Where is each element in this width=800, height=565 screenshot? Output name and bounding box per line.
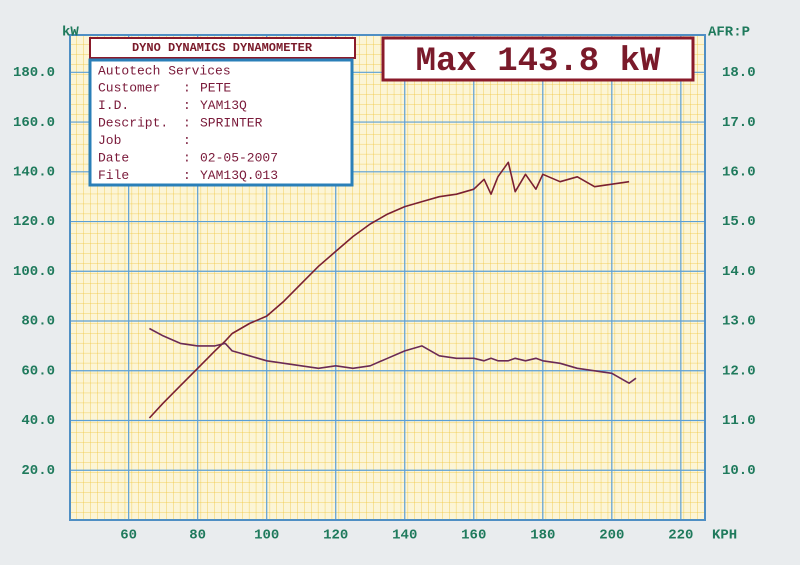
field-sep: : bbox=[183, 168, 191, 183]
x-tick-label: 120 bbox=[323, 528, 348, 544]
series-line bbox=[148, 161, 630, 419]
field-sep: : bbox=[183, 133, 191, 148]
x-tick-label: 60 bbox=[120, 528, 137, 544]
y2-tick-label: 17.0 bbox=[722, 115, 756, 131]
y-tick-label: 140.0 bbox=[13, 164, 55, 180]
heading: DYNO DYNAMICS DYNAMOMETER bbox=[132, 41, 313, 55]
y2-tick-label: 15.0 bbox=[722, 214, 756, 230]
x-tick-label: 200 bbox=[599, 528, 624, 544]
x-tick-label: 100 bbox=[254, 528, 279, 544]
field-label: Job bbox=[98, 133, 121, 148]
x-tick-label: 180 bbox=[530, 528, 555, 544]
y2-tick-label: 10.0 bbox=[722, 463, 756, 479]
field-value: 02-05-2007 bbox=[200, 150, 278, 165]
y2-tick-label: 14.0 bbox=[722, 264, 756, 280]
info-fields: Customer: PETE I.D.: YAM13Q Descript.: SPRINT… bbox=[98, 80, 278, 183]
x-axis-label: KPH bbox=[712, 528, 737, 544]
y-tick-label: 80.0 bbox=[21, 314, 55, 330]
field-label: Customer bbox=[98, 80, 160, 95]
info-box bbox=[88, 58, 354, 187]
y-tick-label: 40.0 bbox=[21, 413, 55, 429]
field-label: File bbox=[98, 168, 129, 183]
x-tick-label: 160 bbox=[461, 528, 486, 544]
y2-tick-label: 11.0 bbox=[722, 413, 756, 429]
y-tick-label: 120.0 bbox=[13, 214, 55, 230]
field-label: I.D. bbox=[98, 98, 129, 113]
y-tick-label: 100.0 bbox=[13, 264, 55, 280]
y2-tick-label: 12.0 bbox=[722, 363, 756, 379]
y-tick-label: 160.0 bbox=[13, 115, 55, 131]
field-value: YAM13Q bbox=[200, 98, 247, 113]
field-label: Date bbox=[98, 150, 129, 165]
field-sep: : bbox=[183, 150, 191, 165]
max-power: Max 143.8 kW bbox=[416, 43, 661, 81]
y-axis-label: kW bbox=[62, 25, 79, 41]
field-sep: : bbox=[183, 115, 191, 130]
company: Autotech Services bbox=[98, 63, 231, 78]
y-tick-label: 20.0 bbox=[21, 463, 55, 479]
x-tick-label: 80 bbox=[189, 528, 206, 544]
y-tick-label: 180.0 bbox=[13, 65, 55, 81]
field-value: SPRINTER bbox=[200, 115, 263, 130]
y2-tick-label: 16.0 bbox=[722, 164, 756, 180]
x-tick-label: 220 bbox=[668, 528, 693, 544]
y2-tick-label: 13.0 bbox=[722, 314, 756, 330]
y2-axis-label: AFR:P bbox=[708, 25, 750, 41]
heading-box bbox=[89, 37, 356, 59]
y-tick-label: 60.0 bbox=[21, 363, 55, 379]
max-box bbox=[381, 36, 695, 82]
series-line bbox=[149, 327, 637, 384]
field-value: PETE bbox=[200, 80, 231, 95]
field-sep: : bbox=[183, 80, 191, 95]
y2-tick-label: 18.0 bbox=[722, 65, 756, 81]
field-sep: : bbox=[183, 98, 191, 113]
field-label: Descript. bbox=[98, 115, 168, 130]
lines bbox=[148, 161, 637, 419]
x-tick-label: 140 bbox=[392, 528, 417, 544]
field-value: YAM13Q.013 bbox=[200, 168, 278, 183]
plot-border bbox=[69, 34, 706, 521]
